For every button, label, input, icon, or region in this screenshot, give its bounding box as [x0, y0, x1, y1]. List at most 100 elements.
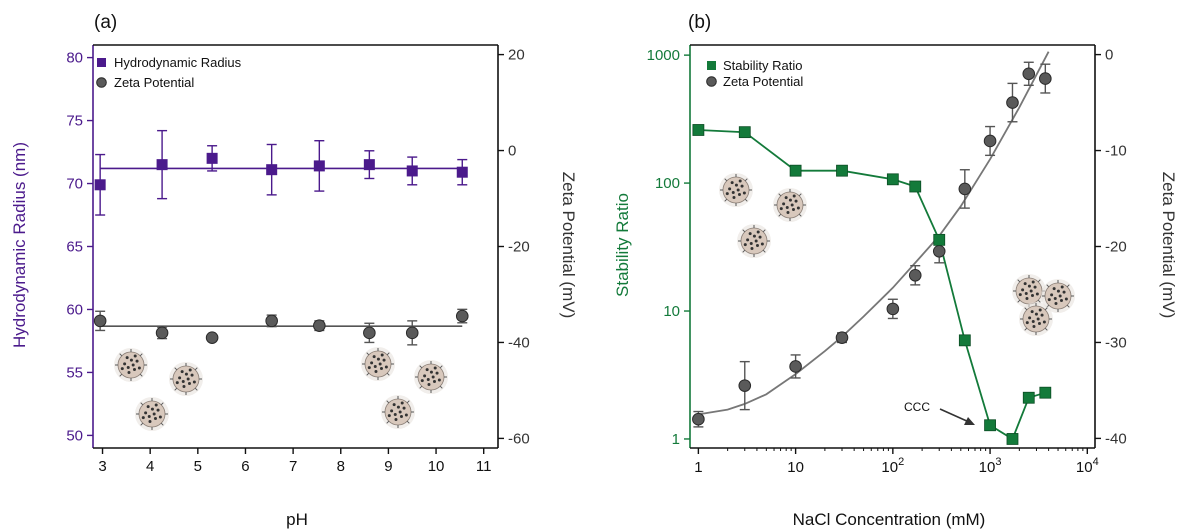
particle-dot [730, 181, 734, 185]
point-hydrodynamic-radius [313, 160, 325, 172]
x-tick-exponent: 2 [898, 456, 904, 468]
x-tick-label: 5 [194, 458, 202, 475]
panel-a-label: (a) [94, 12, 117, 33]
particle-dot [742, 191, 746, 195]
particle-dot [382, 358, 386, 362]
particle-dot [1023, 282, 1027, 286]
particle-dot [380, 353, 384, 357]
left-tick-label: 60 [66, 301, 83, 318]
particle-dot [131, 363, 135, 367]
particle-spike [1044, 307, 1048, 311]
particle-icon [114, 348, 148, 382]
point-zeta-potential [738, 379, 752, 392]
particle-body [384, 398, 412, 426]
particle-dot [184, 372, 188, 376]
particle-spike [419, 365, 423, 369]
particle-dot [734, 183, 738, 187]
particle-dot [1030, 310, 1034, 314]
particle-spike [160, 402, 164, 406]
particle-dot [1042, 320, 1046, 324]
particle-dot [387, 414, 391, 418]
panel-a-axes: 3 4 5 6 7 8 9 10 11 50 55 60 65 70 75 80 -60 -40 -20 0 20 [66, 44, 530, 475]
particle-spike [724, 198, 728, 202]
particle-dot [396, 405, 400, 409]
particle-spike [174, 387, 178, 391]
point-zeta-potential [908, 268, 922, 282]
particle-dot [150, 407, 154, 411]
right-tick-label: 0 [508, 143, 516, 160]
x-tick-label: 10 [787, 459, 804, 476]
panel-a-points [93, 129, 469, 346]
particle-spike [140, 402, 144, 406]
particle-spike [798, 193, 802, 197]
particle-dot [740, 184, 744, 188]
point-stability-ratio [886, 173, 899, 186]
particle-dot [738, 179, 742, 183]
particle-dot [399, 415, 403, 419]
point-hydrodynamic-radius [456, 166, 468, 178]
particle-dot [786, 211, 790, 215]
particle-dot [725, 192, 729, 196]
x-tick-label: 9 [384, 458, 392, 475]
point-hydrodynamic-radius [94, 179, 106, 191]
particle-dot [1059, 299, 1063, 303]
particle-dot [732, 196, 736, 200]
particle-dot [154, 403, 158, 407]
particle-dot [392, 403, 396, 407]
point-hydrodynamic-radius [363, 159, 375, 171]
legend-marker-zeta-potential [706, 76, 717, 87]
point-zeta-potential [93, 314, 107, 328]
particle-dot [1037, 322, 1041, 326]
particle-dot [158, 415, 162, 419]
particle-body [776, 191, 804, 219]
point-stability-ratio [789, 164, 802, 177]
point-stability-ratio [738, 126, 751, 139]
point-zeta-potential [205, 331, 219, 344]
left-tick-label: 55 [66, 364, 83, 381]
panel-b-points [692, 61, 1052, 445]
particle-icon [381, 395, 415, 429]
particle-dot [123, 362, 127, 366]
particle-spike [1024, 327, 1028, 331]
particle-dot [1028, 316, 1032, 320]
particle-body [138, 400, 166, 428]
panel-a-particle-illustrations [114, 347, 448, 431]
particle-dot [731, 191, 735, 195]
x-tick-label: 7 [289, 458, 297, 475]
particle-dot [370, 361, 374, 365]
x-tick-label: 1 [694, 459, 702, 476]
right-tick-label: 0 [1105, 47, 1113, 64]
particle-spike [174, 367, 178, 371]
particle-dot [178, 376, 182, 380]
connect-line-stability-ratio [698, 129, 1046, 441]
particle-dot [153, 417, 157, 421]
x-tick-label: 102 [881, 456, 904, 476]
particle-dot [175, 381, 179, 385]
particle-spike [419, 385, 423, 389]
particle-dot [743, 243, 747, 247]
particle-spike [119, 373, 123, 377]
particle-spike [762, 249, 766, 253]
fit-curve-zeta-potential [698, 51, 1050, 416]
particle-dot [384, 365, 388, 369]
point-zeta-potential [983, 134, 997, 148]
particle-dot [1036, 317, 1040, 321]
particle-spike [1046, 284, 1050, 288]
panel-b-left-axis-label: Stability Ratio [613, 193, 632, 297]
particle-spike [386, 372, 390, 376]
particle-body [117, 351, 145, 379]
particle-icon [169, 362, 203, 396]
particle-dot [378, 362, 382, 366]
particle-dot [1031, 280, 1035, 284]
particle-dot [400, 401, 404, 405]
particle-dot [190, 373, 194, 377]
particle-dot [126, 366, 130, 370]
particle-dot [187, 382, 191, 386]
particle-dot [373, 365, 377, 369]
right-tick-label: 20 [508, 47, 525, 64]
particle-dot [746, 238, 750, 242]
particle-dot [1034, 312, 1038, 316]
particle-dot [760, 242, 764, 246]
particle-body [172, 365, 200, 393]
particle-dot [429, 370, 433, 374]
